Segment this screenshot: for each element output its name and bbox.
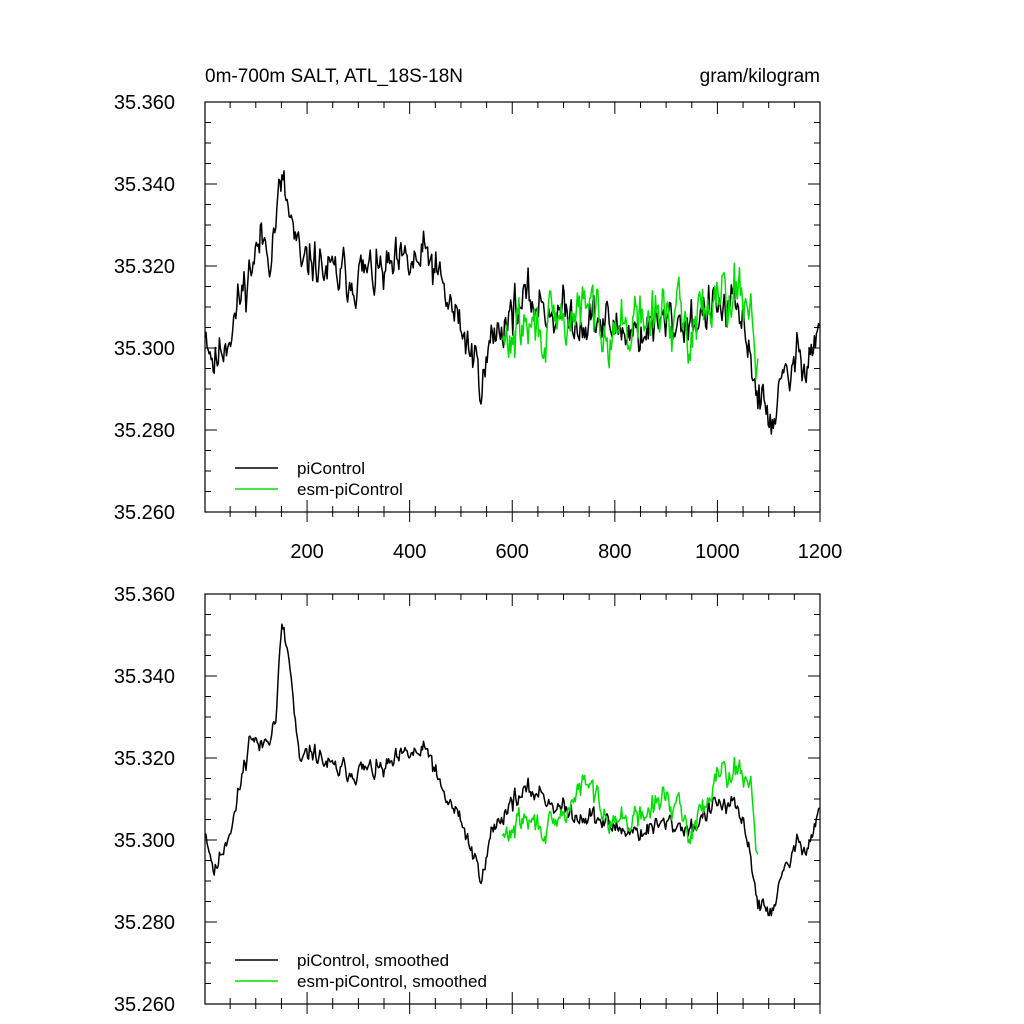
y-tick-label: 35.340	[114, 666, 175, 688]
x-axis	[229, 594, 821, 1014]
x-tick-label: 1000	[695, 541, 740, 563]
x-tick-label: 400	[393, 541, 426, 563]
y-tick-label: 35.360	[114, 584, 175, 606]
y-tick-label: 35.320	[114, 748, 175, 770]
y-tick-label: 35.340	[114, 174, 175, 196]
y-tick-label: 35.280	[114, 420, 175, 442]
series-lines	[204, 623, 821, 917]
y-tick-label: 35.300	[114, 338, 175, 360]
salinity-smoothed-panel: 35.260 35.280 35.300 35.320 35.340 35.360 piCo…	[114, 584, 821, 1016]
series-line-esm-picontrol	[501, 262, 759, 380]
units-label: gram/kilogram	[700, 66, 820, 87]
plot-frame	[204, 593, 821, 1005]
x-tick-label: 800	[598, 541, 631, 563]
x-tick-label: 600	[496, 541, 529, 563]
y-tick-label: 35.280	[114, 912, 175, 934]
y-tick-label: 35.300	[114, 830, 175, 852]
y-tick-label: 35.360	[114, 92, 175, 114]
x-tick-label: 200	[290, 541, 323, 563]
y-tick-label: 35.320	[114, 256, 175, 278]
legend: piControl esm-piControl	[235, 459, 403, 499]
legend-label: esm-piControl	[297, 480, 403, 499]
salinity-raw-panel: 35.260 35.280 35.300 35.320 35.340 35.360 200 4…	[114, 92, 842, 563]
chart-title: 0m-700m SALT, ATL_18S-18N	[205, 66, 463, 87]
series-line-picontrol	[204, 623, 821, 917]
x-tick-label: 1200	[798, 541, 843, 563]
x-axis: 200 400 600 800 1000 1200	[229, 102, 843, 563]
legend-label: piControl, smoothed	[297, 951, 449, 970]
legend-label: piControl	[297, 459, 365, 478]
legend-label: esm-piControl, smoothed	[297, 972, 487, 991]
series-lines	[204, 170, 821, 435]
legend: piControl, smoothed esm-piControl, smooth…	[235, 951, 487, 991]
y-tick-label: 35.260	[114, 502, 175, 524]
series-line-picontrol	[204, 170, 821, 435]
y-axis: 35.260 35.280 35.300 35.320 35.340 35.360	[114, 584, 820, 1016]
y-axis: 35.260 35.280 35.300 35.320 35.340 35.360	[114, 92, 820, 524]
series-line-esm-picontrol	[501, 756, 759, 855]
y-tick-label: 35.260	[114, 994, 175, 1016]
